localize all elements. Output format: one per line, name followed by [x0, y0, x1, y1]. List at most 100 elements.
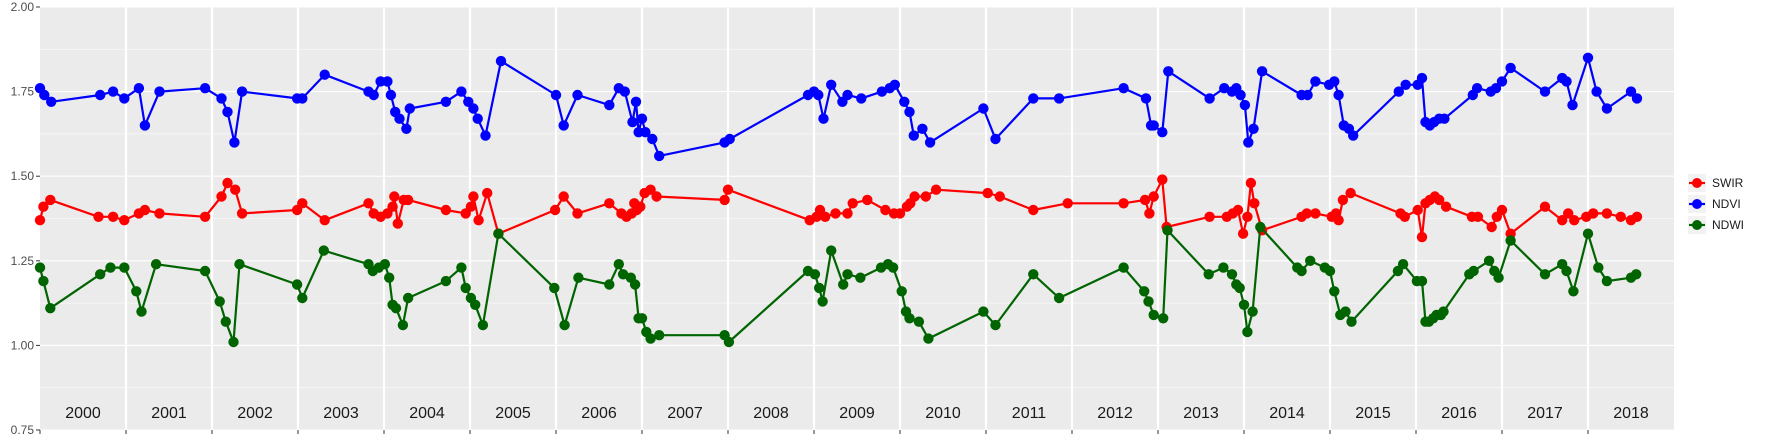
legend: SWIR NDVI NDWI: [1688, 174, 1744, 234]
data-point: [105, 262, 116, 273]
data-point: [1301, 208, 1313, 219]
data-point: [549, 282, 560, 294]
data-point: [1615, 211, 1626, 222]
data-point: [384, 272, 395, 283]
data-point: [826, 245, 837, 256]
data-point: [1256, 66, 1268, 77]
series-swir: [34, 174, 1643, 243]
data-point: [1203, 269, 1214, 280]
data-point: [1563, 208, 1574, 219]
data-point: [1218, 262, 1229, 273]
year-label: 2011: [1012, 405, 1047, 422]
data-point: [1397, 259, 1409, 270]
data-point: [559, 319, 570, 331]
data-point: [894, 208, 906, 219]
data-point: [1483, 255, 1495, 266]
series-ndwi: [34, 221, 1642, 348]
data-point: [1333, 215, 1344, 226]
data-point: [440, 96, 452, 108]
data-point: [978, 306, 989, 317]
data-point: [990, 319, 1001, 331]
data-point: [291, 279, 303, 290]
data-point: [228, 336, 239, 348]
data-point: [468, 103, 479, 114]
data-point: [1234, 282, 1245, 294]
data-point: [1557, 215, 1568, 226]
data-point: [1163, 66, 1174, 77]
data-point: [1631, 211, 1643, 222]
data-point: [635, 201, 646, 212]
data-point: [133, 83, 145, 94]
data-point: [550, 89, 562, 101]
year-label: 2001: [151, 405, 187, 422]
data-point: [460, 282, 471, 294]
data-point: [1148, 120, 1159, 131]
year-label: 2012: [1097, 405, 1133, 422]
data-point: [1591, 86, 1602, 97]
data-point: [222, 177, 233, 189]
data-point: [1393, 86, 1405, 97]
data-point: [1235, 89, 1246, 101]
data-point: [1219, 83, 1230, 94]
data-point: [1567, 99, 1578, 111]
data-point: [1631, 269, 1642, 280]
data-point: [1296, 265, 1307, 277]
data-point: [465, 201, 477, 212]
data-point: [1249, 198, 1260, 209]
data-point: [908, 130, 919, 141]
data-point: [1340, 306, 1351, 317]
data-point: [389, 191, 400, 202]
data-point: [855, 272, 866, 283]
data-point: [558, 120, 569, 131]
legend-item-ndwi: NDWI: [1688, 216, 1744, 234]
data-point: [1158, 313, 1169, 324]
data-point: [573, 272, 584, 283]
data-point: [480, 130, 491, 141]
data-point: [1062, 198, 1073, 209]
data-point: [1568, 286, 1579, 297]
data-point: [1248, 123, 1259, 134]
data-point: [1324, 265, 1336, 277]
data-point: [1601, 275, 1613, 287]
data-point: [107, 211, 119, 222]
data-point: [1238, 299, 1250, 310]
data-point: [150, 259, 162, 270]
data-point: [473, 215, 484, 226]
data-point: [636, 313, 648, 324]
data-point: [390, 303, 402, 314]
data-point: [1204, 93, 1215, 104]
data-point: [1157, 127, 1168, 138]
data-point: [1053, 292, 1065, 304]
data-point: [95, 89, 106, 101]
data-point: [45, 194, 56, 206]
legend-key-marker: [1692, 220, 1702, 230]
data-point: [1337, 194, 1349, 206]
legend-item-swir: SWIR: [1688, 174, 1744, 192]
data-point: [1416, 72, 1428, 84]
data-point: [1242, 326, 1253, 338]
data-point: [1472, 211, 1484, 222]
year-label: 2009: [839, 405, 875, 422]
data-point: [1601, 103, 1613, 114]
year-label: 2018: [1613, 405, 1649, 422]
legend-label: NDWI: [1712, 218, 1744, 232]
data-point: [1255, 221, 1266, 233]
data-point: [1310, 208, 1321, 219]
data-point: [139, 120, 151, 131]
data-point: [619, 86, 630, 97]
data-point: [482, 187, 493, 199]
data-point: [34, 215, 46, 226]
data-point: [722, 184, 734, 195]
data-point: [862, 194, 873, 206]
data-point: [1148, 191, 1159, 202]
data-point: [830, 208, 841, 219]
data-point: [319, 69, 330, 80]
data-point: [1162, 225, 1173, 236]
y-tick-label: 1.75: [11, 85, 35, 99]
data-point: [1582, 52, 1594, 63]
data-point: [1539, 201, 1551, 212]
data-point: [1399, 211, 1411, 222]
data-point: [654, 150, 665, 162]
data-point: [392, 218, 403, 229]
y-tick-label: 1.25: [11, 254, 35, 268]
